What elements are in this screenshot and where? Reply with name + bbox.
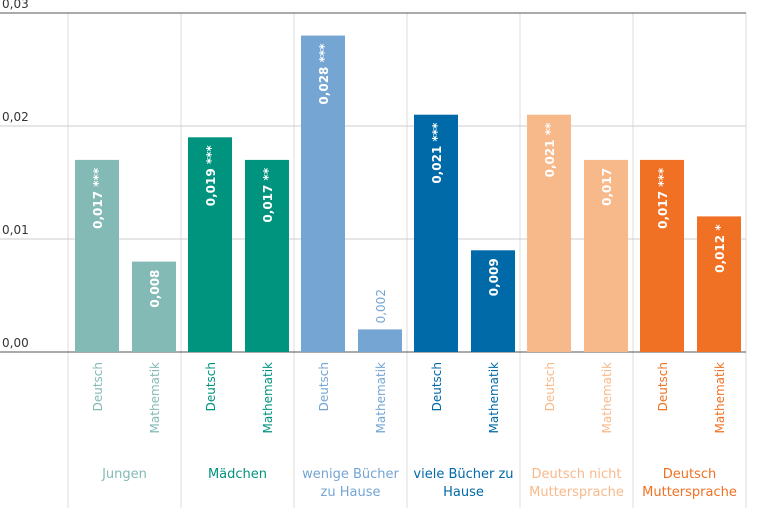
x-tick-label: Deutsch: [430, 362, 444, 411]
y-tick-label: 0,00: [2, 336, 29, 350]
bar: [188, 137, 232, 352]
x-tick-label: Mathematik: [600, 362, 614, 433]
value-label: 0,028 ***: [317, 43, 331, 105]
x-tick-label: Mathematik: [148, 362, 162, 433]
bar: [640, 159, 684, 352]
value-label: 0,019 ***: [204, 145, 218, 207]
value-label: 0,017 ***: [91, 167, 105, 229]
value-label: 0,021 **: [543, 122, 557, 177]
x-tick-label: Deutsch: [204, 362, 218, 411]
value-label: 0,017 ***: [656, 167, 670, 229]
x-tick-label: Mathematik: [713, 362, 727, 433]
group-label: Mädchen: [207, 467, 268, 482]
y-tick-label: 0,02: [2, 110, 29, 124]
y-tick-label: 0,01: [2, 223, 29, 237]
x-tick-label: Mathematik: [487, 362, 501, 433]
bar: [358, 329, 402, 352]
bar: [471, 250, 515, 352]
value-label: 0,012 *: [713, 224, 727, 273]
x-tick-label: Mathematik: [261, 362, 275, 433]
value-label: 0,017: [600, 168, 614, 206]
group-label: viele Bücher zu Hause: [413, 467, 514, 500]
bar: [527, 114, 571, 352]
group-label: Jungen: [102, 467, 147, 482]
bar: [584, 159, 628, 352]
y-tick-label: 0,03: [2, 0, 29, 11]
bar: [132, 261, 176, 352]
x-tick-label: Deutsch: [543, 362, 557, 411]
x-tick-label: Mathematik: [374, 362, 388, 433]
group-label: Deutsch nicht Muttersprache: [529, 467, 624, 500]
bar: [75, 159, 119, 352]
value-label: 0,017 **: [261, 167, 275, 222]
x-tick-label: Deutsch: [656, 362, 670, 411]
value-label: 0,009: [487, 258, 501, 296]
bar: [414, 114, 458, 352]
group-label: wenige Bücher zu Hause: [302, 467, 399, 500]
bar: [697, 216, 741, 352]
value-label: 0,021 ***: [430, 122, 444, 184]
bar: [245, 159, 289, 352]
x-tick-label: Deutsch: [317, 362, 331, 411]
value-label: 0,008: [148, 270, 162, 308]
x-tick-label: Deutsch: [91, 362, 105, 411]
value-label: 0,002: [374, 289, 388, 323]
bar: [301, 35, 345, 352]
group-label: Deutsch Muttersprache: [642, 467, 737, 500]
